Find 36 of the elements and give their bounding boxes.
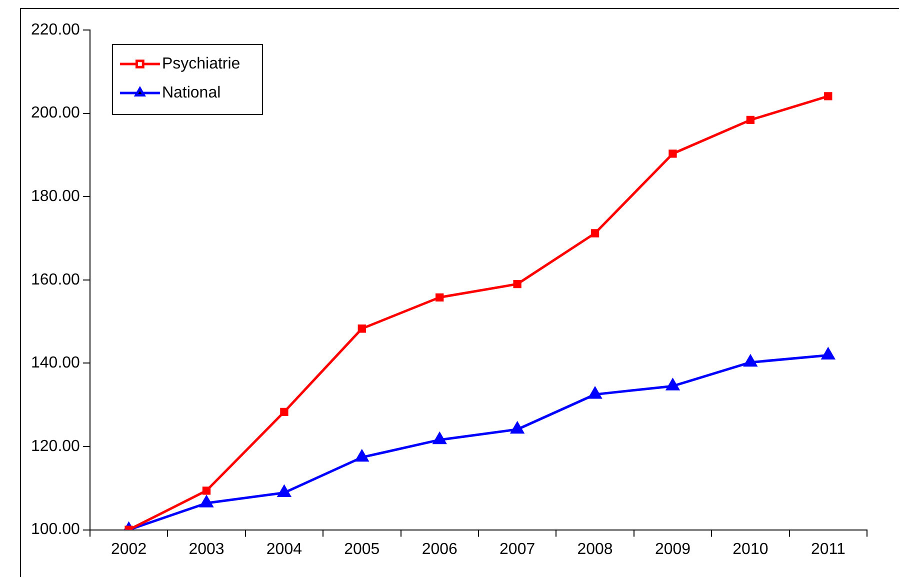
x-tick-label: 2006 <box>422 540 458 558</box>
point <box>200 496 213 508</box>
point <box>278 485 291 497</box>
x-tick-label: 2009 <box>654 540 691 558</box>
point <box>510 422 524 434</box>
legend-label: National <box>162 84 221 102</box>
point <box>280 408 288 416</box>
x-tick-label: 2003 <box>188 540 224 558</box>
point <box>590 229 600 238</box>
point <box>746 116 755 124</box>
legend-label: Psychiatrie <box>162 55 240 72</box>
x-tick-label: 2002 <box>110 540 147 558</box>
point <box>824 92 832 100</box>
point <box>744 355 757 367</box>
point <box>513 280 522 288</box>
y-tick-label: 180.00 <box>31 188 80 206</box>
y-tick-label: 200.00 <box>31 104 80 122</box>
x-tick-label: 2011 <box>810 540 846 558</box>
y-tick-label: 220.00 <box>31 21 80 38</box>
x-tick-label: 2010 <box>732 540 768 558</box>
y-tick-label: 160.00 <box>31 271 80 288</box>
x-tick-label: 2008 <box>577 540 613 558</box>
point <box>433 432 446 444</box>
y-tick-label: 140.00 <box>31 354 80 372</box>
point <box>822 348 835 360</box>
x-tick-label: 2007 <box>500 540 536 558</box>
point <box>588 387 602 399</box>
point <box>355 450 368 462</box>
x-tick-label: 2004 <box>266 540 302 558</box>
point <box>436 293 444 302</box>
point <box>358 324 366 333</box>
point <box>668 150 677 158</box>
point <box>666 378 680 390</box>
x-tick-label: 2005 <box>344 540 380 558</box>
y-tick-label: 100.00 <box>31 521 80 538</box>
y-tick-label: 120.00 <box>31 438 80 455</box>
